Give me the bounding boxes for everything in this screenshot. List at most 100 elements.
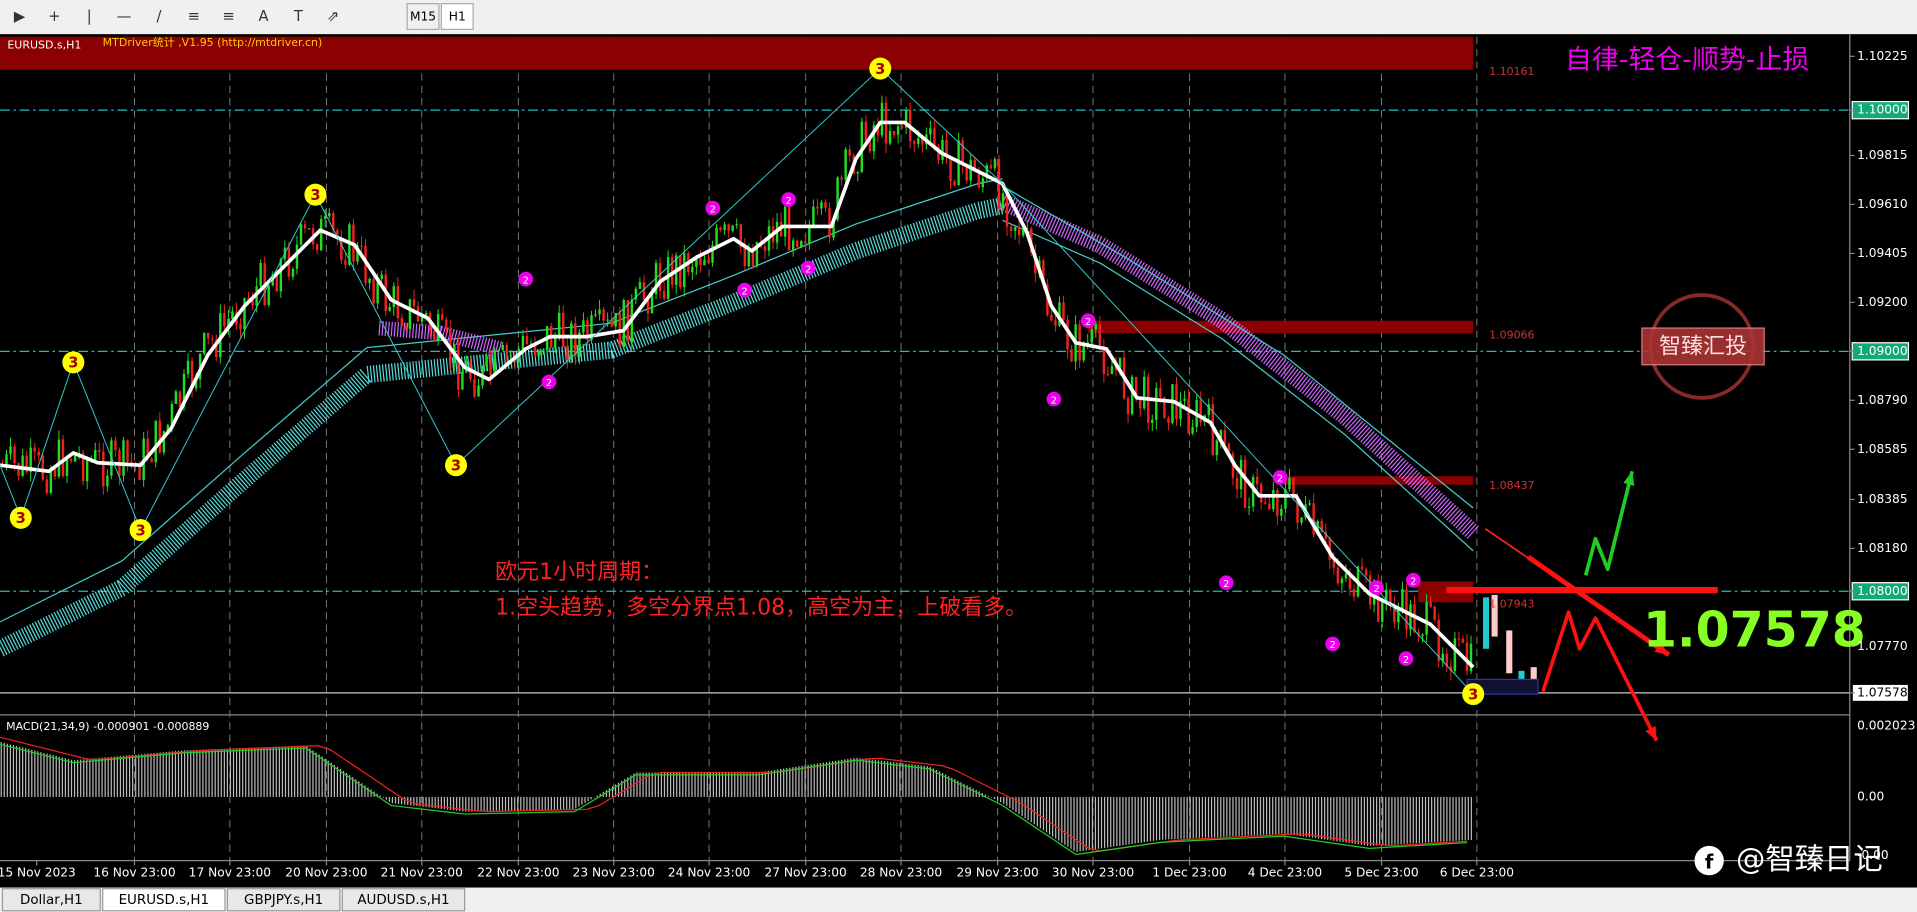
timeframe-button[interactable]: [406, 3, 440, 30]
candle-body: [900, 126, 904, 128]
price-label: 1.09000: [1857, 344, 1907, 358]
candle-body: [436, 314, 440, 342]
candle-body: [215, 339, 218, 358]
candle-body: [541, 350, 545, 352]
candle-body: [606, 319, 609, 321]
candle-body: [1441, 653, 1444, 662]
candle-body: [602, 309, 605, 321]
candle-body: [45, 479, 49, 493]
candle-body: [1163, 397, 1166, 419]
price-label: 1.10225: [1857, 49, 1907, 63]
candle-body: [888, 131, 892, 144]
candle-body: [989, 165, 993, 169]
wave-marker-text: 2: [710, 204, 716, 215]
watermark-box: [1641, 327, 1765, 366]
candle-body: [820, 202, 823, 209]
time-label: 30 Nov 23:00: [1052, 865, 1134, 879]
candle-body: [880, 102, 884, 136]
candle-body: [1320, 521, 1323, 532]
candle-body: [562, 312, 565, 347]
candle-body: [993, 159, 997, 169]
time-label: 16 Nov 23:00: [93, 865, 175, 879]
candle-body: [1264, 502, 1267, 504]
candle-body: [598, 309, 601, 315]
candle-body: [1324, 531, 1327, 539]
candle-body: [1183, 398, 1186, 401]
candle-body: [582, 320, 585, 333]
candle-body: [586, 320, 589, 341]
tool-icon[interactable]: A: [258, 8, 268, 25]
ema-line: [1002, 185, 1474, 509]
candle-body: [1106, 373, 1110, 376]
candle-body: [1086, 342, 1089, 344]
candle-body: [997, 159, 1001, 209]
candle-body: [328, 213, 331, 217]
candle-body: [150, 458, 153, 463]
price-label: 1.09610: [1857, 197, 1907, 211]
tool-icon[interactable]: +: [48, 8, 60, 25]
ema-band: [0, 197, 1005, 657]
candle-body: [307, 228, 311, 230]
candle-body: [965, 164, 968, 181]
candle-body: [336, 230, 339, 240]
time-label: 27 Nov 23:00: [765, 865, 847, 879]
price-label: 1.10000: [1857, 103, 1907, 117]
tab-label: GBPJPY.s,H1: [244, 893, 323, 908]
candle-body: [844, 149, 847, 180]
candle-body: [783, 206, 787, 237]
price-label: 1.07770: [1857, 639, 1907, 653]
tool-icon[interactable]: ▶: [14, 8, 26, 25]
candle-body: [804, 241, 807, 244]
tab[interactable]: [102, 888, 226, 912]
candle-body: [755, 242, 759, 267]
candle-body: [929, 128, 932, 135]
timeframe-button[interactable]: [440, 3, 474, 30]
candle-body: [949, 156, 952, 182]
tool-icon[interactable]: |: [87, 8, 92, 25]
candle-body: [1425, 601, 1428, 635]
tab[interactable]: [341, 888, 466, 912]
candle-body: [896, 126, 900, 135]
candle-body: [985, 165, 989, 179]
candle-body: [1042, 260, 1045, 285]
tool-icon[interactable]: /: [156, 8, 161, 25]
candle-body: [1058, 302, 1061, 326]
tool-icon[interactable]: ≡: [188, 8, 200, 25]
tool-icon[interactable]: —: [117, 8, 132, 25]
candle-body: [231, 311, 234, 320]
wave-marker-text: 2: [523, 275, 529, 286]
candle-body: [1491, 594, 1498, 637]
wave-marker-text: 3: [1468, 686, 1478, 703]
candle-body: [1021, 228, 1025, 236]
candle-body: [211, 338, 214, 340]
resistance-zone: [1418, 581, 1474, 603]
candle-body: [162, 431, 166, 453]
macd-line: [0, 743, 1468, 856]
candle-body: [1090, 329, 1093, 343]
candle-body: [856, 171, 859, 174]
candle-body: [626, 300, 630, 343]
candle-body: [348, 224, 351, 265]
candle-body: [1259, 484, 1263, 503]
tool-icon[interactable]: T: [293, 8, 303, 25]
candle-body: [146, 438, 149, 459]
tool-icon[interactable]: ≡: [222, 8, 234, 25]
candle-body: [1518, 670, 1525, 681]
candle-body: [408, 299, 412, 329]
macd-scale-label: 0.00: [1857, 789, 1884, 803]
wave-marker: [705, 200, 721, 216]
macd-scale-label: -0.00: [1857, 848, 1889, 862]
candle-body: [1199, 400, 1202, 423]
candle-body: [194, 379, 198, 389]
tab[interactable]: [226, 888, 341, 912]
candle-body: [457, 343, 460, 390]
candle-body: [1118, 357, 1122, 371]
time-label: 21 Nov 23:00: [381, 865, 463, 879]
candle-body: [57, 439, 61, 477]
candle-body: [279, 259, 283, 292]
tab[interactable]: [1, 888, 101, 912]
candle-body: [170, 403, 174, 425]
candle-body: [917, 138, 920, 144]
candle-body: [634, 288, 638, 300]
tool-icon[interactable]: ⇗: [327, 8, 339, 25]
